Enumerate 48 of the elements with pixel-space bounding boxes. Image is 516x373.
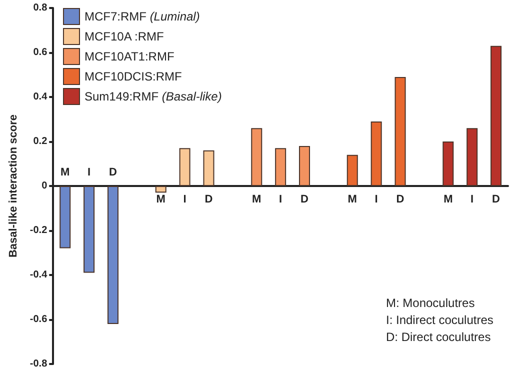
- y-tick-label: -0.4: [30, 270, 48, 280]
- y-tick-label: 0: [42, 180, 48, 192]
- x-tick-label: D: [109, 166, 118, 178]
- y-tick-label: 0.2: [33, 136, 48, 147]
- bar: [84, 186, 95, 273]
- x-tick-label: M: [252, 194, 262, 206]
- annotation: M: Monoculutres: [386, 296, 475, 310]
- bar: [442, 142, 454, 186]
- x-tick-label: M: [156, 194, 166, 206]
- bar: [60, 186, 71, 248]
- bar: [179, 148, 190, 186]
- legend-label: MCF10AT1:RMF: [84, 50, 174, 64]
- y-tick-label: 0.8: [33, 2, 48, 14]
- bar: [490, 46, 502, 186]
- legend-label: MCF10A :RMF: [84, 30, 164, 44]
- x-tick-label: I: [88, 166, 91, 178]
- x-tick-label: I: [279, 194, 282, 206]
- x-tick-label: D: [204, 194, 213, 206]
- bar: [394, 76, 406, 186]
- x-tick-label: M: [348, 194, 357, 206]
- bar: [346, 154, 358, 186]
- x-tick-label: I: [374, 194, 378, 206]
- x-tick-label: I: [470, 194, 474, 206]
- x-tick-label: I: [183, 194, 186, 206]
- y-tick-label: 0.4: [33, 92, 48, 102]
- x-tick-label: M: [444, 194, 453, 206]
- y-tick-label: 0.6: [33, 47, 48, 58]
- bar: [107, 186, 118, 324]
- x-tick-label: D: [300, 194, 309, 206]
- bar: [275, 148, 286, 186]
- annotation: I: Indirect coculutres: [386, 313, 494, 327]
- bar: [155, 186, 166, 193]
- annotation: D: Direct coculutres: [386, 330, 491, 344]
- y-tick-label: -0.2: [30, 225, 48, 236]
- legend-label: Sum149:RMF (Basal-like): [84, 90, 222, 104]
- legend-label: MCF7:RMF (Luminal): [84, 10, 200, 24]
- y-tick-label: -0.6: [30, 314, 48, 325]
- bar: [370, 121, 382, 186]
- x-tick-label: D: [492, 194, 500, 206]
- y-axis-title: Basal-like interaction score: [8, 114, 20, 258]
- bar: [251, 128, 262, 186]
- bar: [299, 146, 310, 186]
- legend-label: MCF10DCIS:RMF: [84, 70, 182, 84]
- bar: [203, 150, 214, 186]
- x-tick-label: D: [396, 194, 404, 206]
- x-tick-label: M: [60, 166, 70, 178]
- bar: [466, 128, 478, 186]
- y-tick-label: -0.8: [30, 358, 48, 370]
